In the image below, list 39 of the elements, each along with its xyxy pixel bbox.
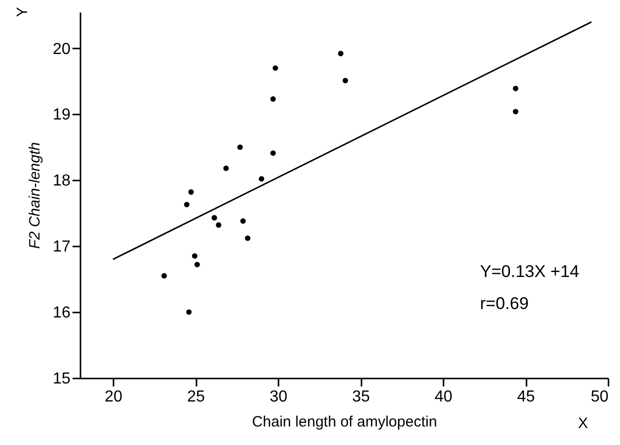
point bbox=[512, 108, 518, 114]
point bbox=[258, 176, 264, 182]
point bbox=[184, 202, 190, 208]
point bbox=[338, 50, 344, 56]
y-tick-label: 15 bbox=[52, 370, 71, 388]
x-tick-label: 35 bbox=[352, 388, 370, 406]
point bbox=[161, 273, 167, 279]
annotation: r=0.69 bbox=[480, 294, 529, 313]
y-tick-label: 16 bbox=[52, 304, 71, 322]
annotation: Y=0.13X +14 bbox=[480, 262, 580, 281]
point bbox=[212, 215, 218, 220]
point bbox=[240, 218, 246, 224]
y-tick-label: 19 bbox=[52, 106, 71, 124]
point bbox=[188, 189, 194, 195]
point bbox=[342, 78, 348, 84]
y-axis-title: F2 Chain-length bbox=[26, 142, 44, 249]
text: Y bbox=[14, 6, 31, 18]
y-tick-label: 20 bbox=[52, 40, 71, 58]
point bbox=[272, 65, 278, 71]
x-tick-label: 45 bbox=[517, 388, 535, 406]
point bbox=[270, 96, 276, 102]
point bbox=[216, 222, 222, 228]
point bbox=[270, 150, 276, 156]
point bbox=[223, 166, 229, 172]
text: X bbox=[578, 415, 588, 432]
point bbox=[192, 253, 198, 259]
point bbox=[512, 86, 518, 92]
x-tick-label: 20 bbox=[104, 388, 122, 406]
point bbox=[186, 309, 192, 315]
x-tick-label: 30 bbox=[270, 388, 288, 406]
y-tick-label: 17 bbox=[52, 238, 71, 256]
y-tick-label: 18 bbox=[52, 172, 71, 190]
x-tick-label: 25 bbox=[187, 388, 205, 406]
x-tick-label: 40 bbox=[434, 388, 452, 406]
x-tick-label: 50 bbox=[590, 388, 609, 406]
x-axis-title: Chain length of amylopectin bbox=[252, 414, 438, 430]
point bbox=[237, 144, 243, 150]
point bbox=[194, 262, 200, 268]
point bbox=[244, 235, 250, 241]
